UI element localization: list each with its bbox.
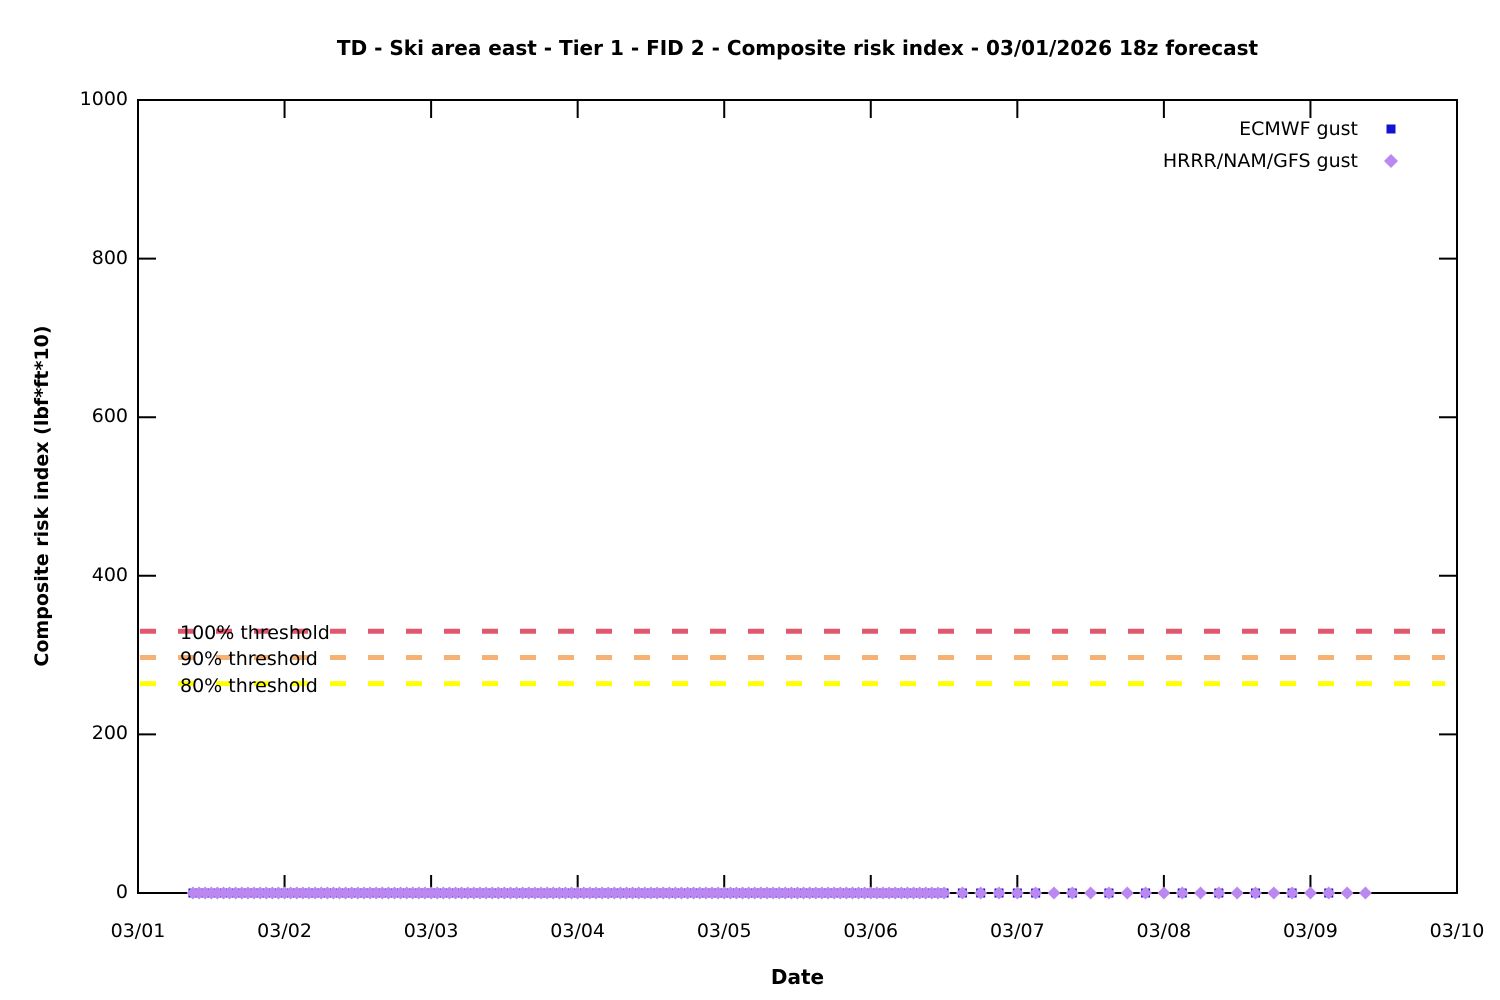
x-tick-label: 03/07: [989, 920, 1045, 942]
x-tick-label: 03/01: [110, 920, 166, 942]
x-tick-label: 03/04: [550, 920, 606, 942]
data-point-hrrr-nam-gfs-gust: [1010, 886, 1024, 900]
x-tick-label: 03/02: [257, 920, 312, 942]
data-point-hrrr-nam-gfs-gust: [1248, 886, 1262, 900]
y-tick-label: 1000: [79, 88, 128, 110]
data-point-hrrr-nam-gfs-gust: [1285, 886, 1299, 900]
plot-border: [137, 99, 1458, 894]
chart-title: TD - Ski area east - Tier 1 - FID 2 - Co…: [336, 36, 1259, 60]
x-tick-label: 03/06: [843, 920, 899, 942]
data-point-hrrr-nam-gfs-gust: [1084, 886, 1098, 900]
data-point-hrrr-nam-gfs-gust: [1340, 886, 1354, 900]
threshold-label-0: 100% threshold: [180, 622, 330, 645]
purple-diamond-marker-icon: [1378, 148, 1404, 174]
x-tick-label: 03/05: [696, 920, 752, 942]
x-tick-label: 03/08: [1136, 920, 1192, 942]
y-tick-label: 800: [91, 246, 128, 269]
x-axis-label: Date: [770, 965, 825, 989]
data-point-hrrr-nam-gfs-gust: [1230, 886, 1244, 900]
data-point-hrrr-nam-gfs-gust: [1120, 886, 1134, 900]
data-point-hrrr-nam-gfs-gust: [1065, 886, 1079, 900]
y-tick-label: 0: [115, 881, 128, 903]
data-point-hrrr-nam-gfs-gust: [1303, 886, 1317, 900]
data-point-hrrr-nam-gfs-gust: [992, 886, 1006, 900]
data-point-hrrr-nam-gfs-gust: [974, 886, 988, 900]
x-tick-label: 03/10: [1429, 920, 1485, 942]
data-point-hrrr-nam-gfs-gust: [1047, 886, 1061, 900]
data-point-hrrr-nam-gfs-gust: [1029, 886, 1043, 900]
y-tick-label: 400: [91, 563, 128, 586]
data-point-hrrr-nam-gfs-gust: [1194, 886, 1208, 900]
y-tick-label: 600: [91, 405, 128, 428]
data-point-hrrr-nam-gfs-gust: [1102, 886, 1116, 900]
data-point-hrrr-nam-gfs-gust: [1322, 886, 1336, 900]
x-tick-label: 03/09: [1283, 920, 1338, 942]
threshold-label-1: 90% threshold: [180, 648, 318, 671]
data-point-hrrr-nam-gfs-gust: [955, 886, 969, 900]
data-point-hrrr-nam-gfs-gust: [1267, 886, 1281, 900]
data-point-hrrr-nam-gfs-gust: [1175, 886, 1189, 900]
threshold-label-2: 80% threshold: [180, 674, 318, 697]
data-point-hrrr-nam-gfs-gust: [1157, 886, 1171, 900]
data-point-hrrr-nam-gfs-gust: [937, 886, 951, 900]
legend-label-ecmwf-gust: ECMWF gust: [1239, 118, 1358, 140]
blue-square-marker-icon: [1378, 116, 1404, 142]
data-point-hrrr-nam-gfs-gust: [1358, 886, 1372, 900]
x-tick-label: 03/03: [403, 920, 459, 942]
legend-label-hrrr-nam-gfs-gust: HRRR/NAM/GFS gust: [1162, 150, 1358, 172]
data-point-hrrr-nam-gfs-gust: [1212, 886, 1226, 900]
y-tick-label: 200: [91, 722, 128, 745]
legend-row-ecmwf: ECMWF gust: [1163, 113, 1404, 145]
legend: ECMWF gust HRRR/NAM/GFS gust: [1163, 113, 1404, 177]
data-point-hrrr-nam-gfs-gust: [1139, 886, 1153, 900]
legend-row-hrrr-nam-gfs: HRRR/NAM/GFS gust: [1163, 145, 1404, 177]
